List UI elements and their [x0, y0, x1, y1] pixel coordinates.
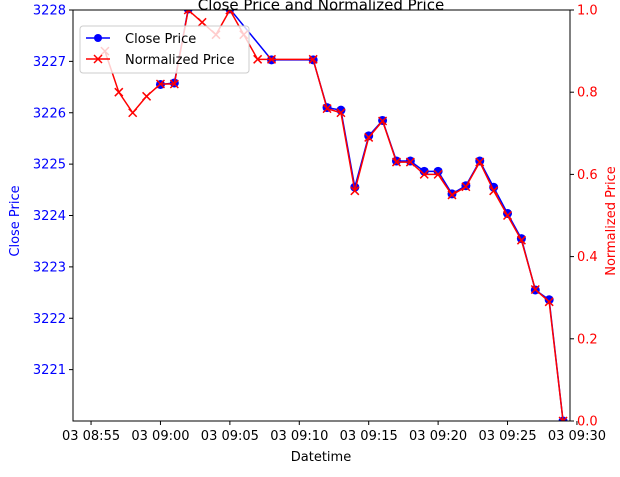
x-tick-label: 03 09:15 [340, 429, 398, 444]
right-tick-label: 0.8 [577, 86, 598, 101]
x-tick-label: 03 09:00 [131, 429, 189, 444]
left-tick-label: 3226 [33, 106, 66, 121]
normalized-price-point [183, 10, 193, 15]
normalized-price-point [558, 416, 568, 421]
legend-normalized-label: Normalized Price [125, 53, 235, 68]
legend-normalized-marker [93, 54, 103, 64]
normalized-price-point [516, 235, 526, 245]
right-tick-label: 1.0 [577, 4, 598, 19]
left-tick-label: 3225 [33, 158, 66, 173]
normalized-price-point [447, 190, 457, 200]
x-tick-label: 03 09:25 [478, 429, 536, 444]
normalized-price-point [461, 182, 471, 192]
normalized-price-point [197, 17, 207, 27]
normalized-price-point [322, 104, 332, 114]
left-tick-label: 3228 [33, 4, 66, 19]
x-axis: 03 08:55 03 09:00 03 09:05 03 09:10 03 09:15… [62, 421, 606, 444]
left-tick-label: 3223 [33, 260, 66, 275]
left-tick-label: 3224 [33, 209, 66, 224]
normalized-price-point [350, 186, 360, 196]
close-price-point [544, 295, 554, 305]
normalized-price-point [391, 157, 401, 167]
right-axis-label: Normalized Price [604, 166, 619, 276]
normalized-price-point [225, 10, 235, 15]
right-tick-label: 0.4 [577, 250, 598, 265]
normalized-price-point [155, 79, 165, 89]
normalized-price-point [169, 79, 179, 89]
right-tick-label: 0.6 [577, 168, 598, 183]
right-axis: 0.0 0.2 0.4 0.6 0.8 1.0 [570, 4, 598, 430]
right-tick-label: 0.0 [577, 415, 598, 430]
x-tick-label: 03 09:20 [409, 429, 467, 444]
left-tick-label: 3221 [33, 363, 66, 378]
normalized-price-point [142, 91, 152, 101]
normalized-price-point [489, 186, 499, 196]
normalized-price-point [502, 210, 513, 221]
x-axis-label: Datetime [291, 450, 351, 465]
legend-close-marker [94, 34, 102, 42]
x-tick-label: 03 09:10 [270, 429, 328, 444]
chart-title: Close Price and Normalized Price [198, 0, 444, 14]
normalized-price-point [405, 157, 415, 167]
normalized-price-point [253, 54, 263, 64]
normalized-price-point [336, 108, 346, 118]
normalized-price-point [378, 116, 388, 126]
normalized-price-point [266, 54, 277, 64]
series-layer [100, 10, 568, 421]
normalized-price-point [128, 108, 138, 118]
normalized-price-point [364, 132, 374, 142]
left-axis: 3221 3222 3223 3224 3225 3226 3227 3228 [33, 4, 73, 378]
left-tick-label: 3227 [33, 55, 66, 70]
normalized-price-point [433, 169, 443, 179]
x-tick-label: 03 08:55 [62, 429, 120, 444]
normalized-price-point [530, 284, 540, 295]
normalized-price-point [475, 157, 485, 167]
normalized-price-point [419, 169, 429, 179]
close-price-point [419, 166, 429, 176]
x-tick-label: 03 09:30 [548, 429, 606, 444]
left-tick-label: 3222 [33, 312, 66, 327]
normalized-price-point [114, 87, 124, 97]
normalized-price-point [308, 54, 318, 64]
left-axis-label: Close Price [8, 185, 23, 256]
normalized-price-point [544, 297, 554, 307]
x-tick-label: 03 09:05 [201, 429, 259, 444]
legend: Close Price Normalized Price [79, 25, 250, 74]
right-tick-label: 0.2 [577, 332, 598, 347]
close-price-point [433, 166, 443, 176]
legend-box [79, 25, 250, 74]
legend-close-label: Close Price [125, 32, 196, 47]
